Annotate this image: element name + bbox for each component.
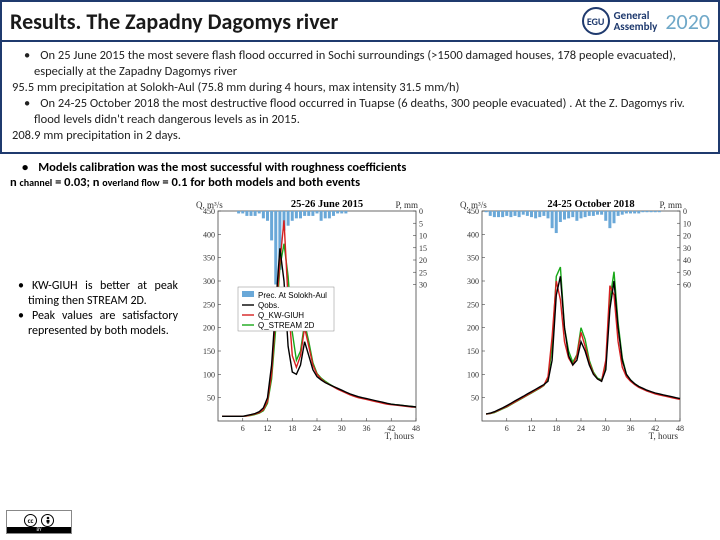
svg-text:50: 50 xyxy=(207,394,215,403)
svg-text:12: 12 xyxy=(528,424,536,433)
svg-text:Qobs.: Qobs. xyxy=(258,301,279,310)
egu-text: General Assembly xyxy=(614,10,658,32)
svg-text:0: 0 xyxy=(683,207,687,216)
svg-text:25-26 June 2015: 25-26 June 2015 xyxy=(291,199,363,210)
egu-badge: EGU General Assembly 2020 xyxy=(582,7,710,35)
egu-year: 2020 xyxy=(665,8,710,35)
svg-text:Q, m³/s: Q, m³/s xyxy=(460,200,487,210)
svg-text:60: 60 xyxy=(683,281,691,290)
svg-text:P, mm: P, mm xyxy=(659,200,682,210)
cc-by-label: BY xyxy=(7,527,71,533)
svg-text:25: 25 xyxy=(419,268,427,277)
svg-text:300: 300 xyxy=(203,277,215,286)
svg-text:Q_STREAM 2D: Q_STREAM 2D xyxy=(258,321,315,330)
svg-text:5: 5 xyxy=(419,219,423,228)
svg-text:100: 100 xyxy=(203,370,215,379)
svg-text:20: 20 xyxy=(419,256,427,265)
svg-text:100: 100 xyxy=(467,370,479,379)
svg-text:200: 200 xyxy=(467,324,479,333)
header: Results. The Zapadny Dagomys river EGU G… xyxy=(0,0,720,42)
svg-text:40: 40 xyxy=(683,256,691,265)
svg-text:20: 20 xyxy=(683,232,691,241)
svg-text:12: 12 xyxy=(264,424,272,433)
charts-row: 5010015020025030035040045005101520253061… xyxy=(184,195,712,443)
svg-text:30: 30 xyxy=(683,244,691,253)
svg-text:350: 350 xyxy=(467,254,479,263)
egu-logo-icon: EGU xyxy=(582,7,610,35)
svg-text:6: 6 xyxy=(505,424,509,433)
chart-2015: 5010015020025030035040045005101520253061… xyxy=(184,195,446,443)
calib-line-2: n channel = 0.03; n overland flow = 0.1 … xyxy=(10,175,710,191)
svg-text:6: 6 xyxy=(241,424,245,433)
svg-text:30: 30 xyxy=(338,424,346,433)
svg-text:15: 15 xyxy=(419,244,427,253)
svg-text:36: 36 xyxy=(627,424,635,433)
cc-icon: cc xyxy=(24,514,37,527)
svg-text:50: 50 xyxy=(683,268,691,277)
calib-line-1: Models calibration was the most successf… xyxy=(10,160,710,176)
svg-text:300: 300 xyxy=(467,277,479,286)
line-2b: 208.9 mm precipitation in 2 days. xyxy=(12,128,708,144)
calibration-block: Models calibration was the most successf… xyxy=(0,154,720,191)
svg-text:24: 24 xyxy=(577,424,585,433)
svg-text:400: 400 xyxy=(467,230,479,239)
svg-text:36: 36 xyxy=(363,424,371,433)
svg-text:10: 10 xyxy=(419,232,427,241)
svg-text:18: 18 xyxy=(552,424,560,433)
intro-block: On 25 June 2015 the most severe flash fl… xyxy=(0,42,720,154)
svg-text:200: 200 xyxy=(203,324,215,333)
line-1b: 95.5 mm precipitation at Solokh-Aul (75.… xyxy=(12,80,708,96)
svg-text:0: 0 xyxy=(419,207,423,216)
svg-text:Q, m³/s: Q, m³/s xyxy=(196,200,223,210)
svg-text:30: 30 xyxy=(419,281,427,290)
cc-by-badge: cc BY xyxy=(6,510,72,534)
svg-text:18: 18 xyxy=(288,424,296,433)
svg-text:24-25 October 2018: 24-25 October 2018 xyxy=(547,199,634,210)
svg-text:250: 250 xyxy=(467,300,479,309)
svg-text:Q_KW-GIUH: Q_KW-GIUH xyxy=(258,311,304,320)
notes-column: KW-GIUH is better at peak timing then ST… xyxy=(10,195,178,339)
svg-text:Prec. At Solokh-Aul: Prec. At Solokh-Aul xyxy=(258,291,327,300)
svg-text:T, hours: T, hours xyxy=(385,431,415,441)
svg-text:T, hours: T, hours xyxy=(649,431,679,441)
by-icon xyxy=(41,514,54,527)
svg-text:50: 50 xyxy=(471,394,479,403)
lower-row: KW-GIUH is better at peak timing then ST… xyxy=(0,191,720,443)
svg-text:350: 350 xyxy=(203,254,215,263)
svg-text:150: 150 xyxy=(467,347,479,356)
chart-2018: 5010015020025030035040045001020304050606… xyxy=(448,195,710,443)
page-title: Results. The Zapadny Dagomys river xyxy=(10,8,338,35)
note-1: KW-GIUH is better at peak timing then ST… xyxy=(10,279,178,309)
svg-text:P, mm: P, mm xyxy=(395,200,418,210)
svg-text:24: 24 xyxy=(313,424,321,433)
svg-text:250: 250 xyxy=(203,300,215,309)
svg-text:400: 400 xyxy=(203,230,215,239)
bullet-1: On 25 June 2015 the most severe flash fl… xyxy=(12,48,708,79)
svg-text:150: 150 xyxy=(203,347,215,356)
svg-text:30: 30 xyxy=(602,424,610,433)
bullet-2: On 24-25 October 2018 the most destructi… xyxy=(12,96,708,127)
svg-text:10: 10 xyxy=(683,219,691,228)
note-2: Peak values are satisfactory represented… xyxy=(10,309,178,339)
